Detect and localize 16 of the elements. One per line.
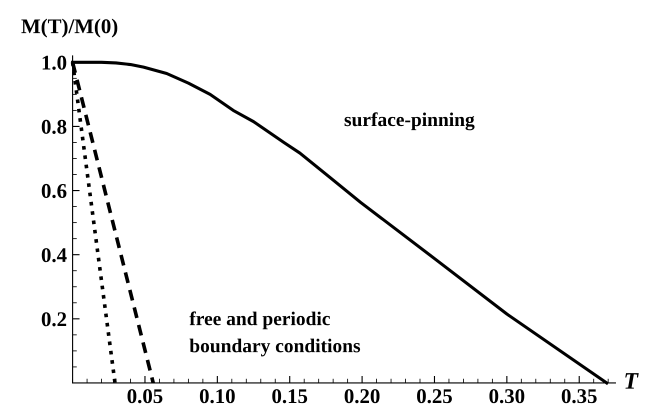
- y-tick-label: 0.8: [42, 120, 66, 134]
- x-axis-title: T: [625, 373, 639, 389]
- y-axis-title: M(T)/M(0): [21, 18, 118, 38]
- x-tick-label: 0.10: [200, 389, 235, 404]
- annotation: surface-pinning: [344, 112, 475, 130]
- y-tick-label: 1.0: [42, 56, 66, 70]
- x-tick-label: 0.35: [562, 389, 597, 404]
- y-tick-label: 0.6: [42, 184, 66, 198]
- x-tick-label: 0.15: [272, 389, 308, 404]
- x-tick-label: 0.30: [489, 389, 524, 404]
- y-tick-label: 0.2: [42, 312, 66, 326]
- x-tick-label: 0.25: [417, 389, 452, 404]
- x-tick-label: 0.20: [344, 389, 380, 404]
- y-tick-label: 0.4: [42, 248, 67, 262]
- annotation: free and periodic boundary conditions: [189, 311, 360, 356]
- x-tick-label: 0.05: [128, 389, 162, 404]
